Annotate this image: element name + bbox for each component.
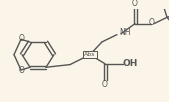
Text: OH: OH [122,59,138,68]
Text: Abs: Abs [84,52,96,57]
Text: O: O [102,80,108,89]
Text: NH: NH [119,28,130,37]
Text: O: O [149,18,155,27]
Text: O: O [132,0,138,8]
Text: O: O [19,34,25,43]
Text: O: O [19,66,25,75]
